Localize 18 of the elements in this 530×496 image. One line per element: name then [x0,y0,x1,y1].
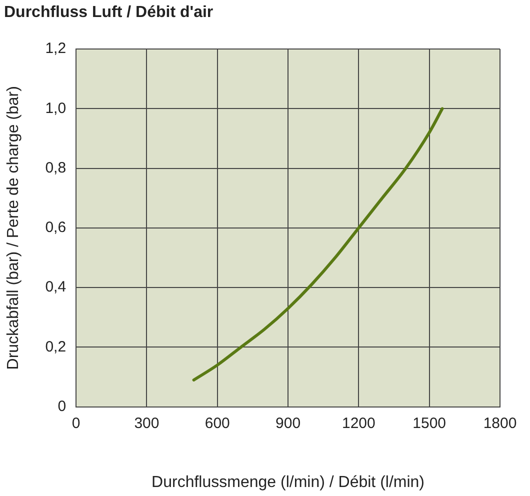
y-tick-label: 0 [58,398,66,415]
x-tick-label: 1800 [483,414,517,432]
x-tick-label: 0 [72,414,80,432]
y-tick-label: 0,2 [45,338,66,356]
y-tick-label: 0,6 [45,219,66,236]
y-tick-label: 0,4 [45,278,66,296]
x-tick-label: 1200 [342,414,376,432]
y-axis-title: Druckabfall (bar) / Perte de charge (bar) [5,86,22,370]
chart-title: Durchfluss Luft / Débit d'air [4,4,214,22]
y-tick-label: 0,8 [45,159,66,176]
y-tick-label: 1,2 [45,40,66,58]
y-tick-label: 1,0 [45,100,66,117]
x-tick-label: 600 [204,414,230,432]
x-tick-label: 1500 [412,414,446,432]
x-tick-label: 900 [276,414,301,432]
x-tick-label: 300 [134,414,160,432]
x-axis-title: Durchflussmenge (l/min) / Débit (l/min) [152,474,425,491]
line-series [192,107,444,382]
